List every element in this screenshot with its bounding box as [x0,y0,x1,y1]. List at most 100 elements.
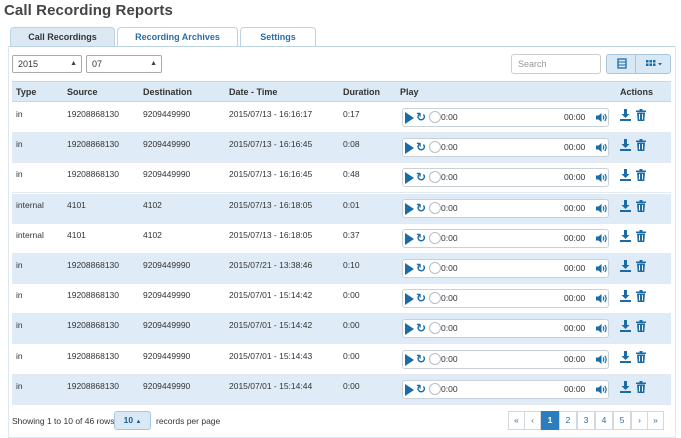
volume-icon[interactable] [596,384,608,395]
reload-icon[interactable]: ↻ [416,230,427,245]
table-header: Type Source Destination Date - Time Dura… [12,81,671,102]
reload-icon[interactable]: ↻ [416,110,427,124]
download-icon[interactable] [620,290,631,303]
reload-icon[interactable]: ↻ [416,321,427,336]
play-icon[interactable] [405,323,414,336]
volume-icon[interactable] [596,293,608,304]
search-input[interactable] [511,54,601,74]
play-icon[interactable] [405,142,414,155]
volume-icon[interactable] [596,263,608,274]
page-3-button[interactable]: 3 [577,411,595,430]
reload-icon[interactable]: ↻ [416,351,427,366]
download-icon[interactable] [620,139,631,152]
trash-icon[interactable] [636,199,646,212]
page-5-button[interactable]: 5 [613,411,631,430]
trash-icon[interactable] [636,350,646,363]
download-icon[interactable] [620,109,631,121]
page-size-dropdown[interactable]: 10 ▲ [114,411,151,430]
reload-icon[interactable]: ↻ [416,291,427,306]
reload-icon[interactable]: ↻ [416,261,427,275]
volume-icon[interactable] [596,112,608,123]
download-icon[interactable] [620,199,631,212]
download-icon[interactable] [620,320,631,333]
volume-icon[interactable] [596,172,608,183]
reload-icon[interactable]: ↻ [416,140,427,155]
current-time: 0:00 [441,263,458,273]
next-page-button[interactable]: › [631,411,648,430]
play-icon[interactable] [405,353,414,366]
trash-icon[interactable] [636,139,646,152]
columns-dropdown-button[interactable] [636,54,671,74]
trash-icon[interactable] [636,260,646,272]
column-header-destination[interactable]: Destination [143,87,193,97]
play-icon[interactable] [405,263,414,275]
cell-source: 19208868130 [67,260,120,270]
seek-slider-handle[interactable] [429,231,441,244]
cell-date-time: 2015/07/13 - 16:18:05 [229,199,313,210]
audio-player: ↻ 0:00 00:00 [402,289,609,309]
play-icon[interactable] [405,112,414,124]
volume-icon[interactable] [596,142,608,153]
seek-slider-handle[interactable] [429,292,441,305]
column-header-actions: Actions [620,87,654,97]
volume-icon[interactable] [596,203,608,214]
seek-slider-handle[interactable] [429,352,441,365]
play-icon[interactable] [405,172,414,185]
year-select[interactable]: 2015 ▲ [12,55,82,73]
tab-settings[interactable]: Settings [240,27,316,47]
tab-bar: Call Recordings Recording Archives Setti… [8,27,676,47]
volume-icon[interactable] [596,354,608,365]
reload-icon[interactable]: ↻ [416,200,427,215]
tab-call-recordings[interactable]: Call Recordings [10,27,115,47]
page-1-button[interactable]: 1 [541,411,559,430]
page-4-button[interactable]: 4 [595,411,613,430]
last-page-button[interactable]: » [647,411,664,430]
reload-icon[interactable]: ↻ [416,170,427,185]
download-icon[interactable] [620,169,631,182]
download-icon[interactable] [620,380,631,393]
download-icon[interactable] [620,260,631,272]
page-2-button[interactable]: 2 [559,411,577,430]
seek-slider-handle[interactable] [429,111,441,123]
cell-destination: 9209449990 [143,169,191,180]
total-time: 00:00 [564,263,586,273]
trash-icon[interactable] [636,380,646,393]
column-header-date-time[interactable]: Date - Time [229,87,278,97]
first-page-button[interactable]: « [508,411,525,430]
trash-icon[interactable] [636,109,646,121]
cell-destination: 9209449990 [143,260,191,270]
current-time: 0:00 [441,112,458,122]
column-header-source[interactable]: Source [67,87,98,97]
trash-icon[interactable] [636,169,646,182]
play-icon[interactable] [405,202,414,215]
trash-icon[interactable] [636,290,646,303]
play-icon[interactable] [405,293,414,306]
seek-slider-handle[interactable] [429,141,441,154]
column-header-duration[interactable]: Duration [343,87,380,97]
grid-columns-icon [646,60,662,66]
table-row: in 19208868130 9209449990 2015/07/13 - 16:1… [12,163,671,194]
reload-icon[interactable]: ↻ [416,381,427,396]
column-header-type[interactable]: Type [16,87,37,97]
seek-slider-handle[interactable] [429,262,441,274]
prev-page-button[interactable]: ‹ [524,411,541,430]
list-view-button[interactable] [606,54,636,74]
seek-slider-handle[interactable] [429,382,441,395]
volume-icon[interactable] [596,233,608,244]
current-time: 0:00 [441,142,458,153]
seek-slider-handle[interactable] [429,322,441,335]
play-icon[interactable] [405,383,414,396]
trash-icon[interactable] [636,320,646,333]
play-icon[interactable] [405,232,414,245]
download-icon[interactable] [620,229,631,242]
cell-date-time: 2015/07/13 - 16:16:17 [229,109,313,119]
tab-recording-archives[interactable]: Recording Archives [117,27,238,47]
cell-destination: 9209449990 [143,109,191,119]
download-icon[interactable] [620,350,631,363]
month-select[interactable]: 07 ▲ [86,55,162,73]
volume-icon[interactable] [596,323,608,334]
trash-icon[interactable] [636,229,646,242]
seek-slider-handle[interactable] [429,201,441,214]
current-time: 0:00 [441,232,458,243]
seek-slider-handle[interactable] [429,171,441,184]
